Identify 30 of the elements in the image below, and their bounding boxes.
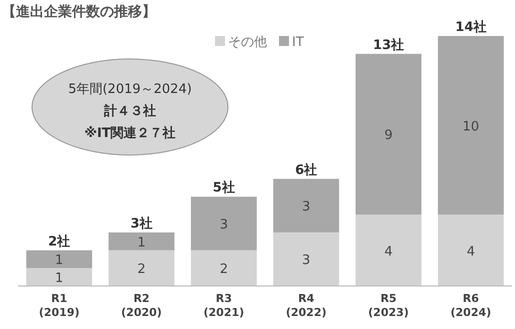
data-label: 9 (384, 128, 393, 144)
data-label: 3 (220, 218, 228, 232)
x-tick-label: R4 (2022) (286, 292, 327, 319)
data-label: 2 (220, 262, 228, 278)
total-label: 2社 (48, 233, 70, 250)
data-label: 1 (137, 235, 146, 250)
x-tick-label: R5 (2023) (368, 292, 409, 319)
data-label: 3 (302, 200, 310, 215)
annotation: 計４３社 (103, 103, 156, 119)
x-tick-label: R2 (2020) (121, 292, 162, 319)
data-label: 1 (55, 253, 64, 268)
data-label: 3 (302, 253, 310, 268)
x-tick-label: R6 (2024) (450, 292, 492, 319)
annotation: ※IT関連２７社 (84, 125, 176, 141)
legend-label: その他 (228, 35, 267, 50)
data-label: 4 (466, 244, 475, 260)
data-label: 2 (137, 262, 146, 278)
total-label: 14社 (455, 19, 486, 35)
legend-label: IT (292, 35, 304, 50)
total-label: 3社 (130, 215, 153, 232)
data-label: 10 (462, 119, 480, 134)
data-label: 4 (384, 244, 393, 260)
data-label: 1 (55, 271, 64, 286)
chart-title: 【進出企業件数の推移】 (2, 4, 156, 20)
total-label: 6社 (295, 162, 318, 178)
x-tick-label: R1 (2019) (38, 292, 80, 319)
annotation: 5年間(2019～2024) (68, 82, 192, 97)
total-label: 5社 (212, 180, 235, 196)
total-label: 13社 (372, 36, 404, 53)
x-tick-label: R3 (2021) (203, 292, 244, 319)
